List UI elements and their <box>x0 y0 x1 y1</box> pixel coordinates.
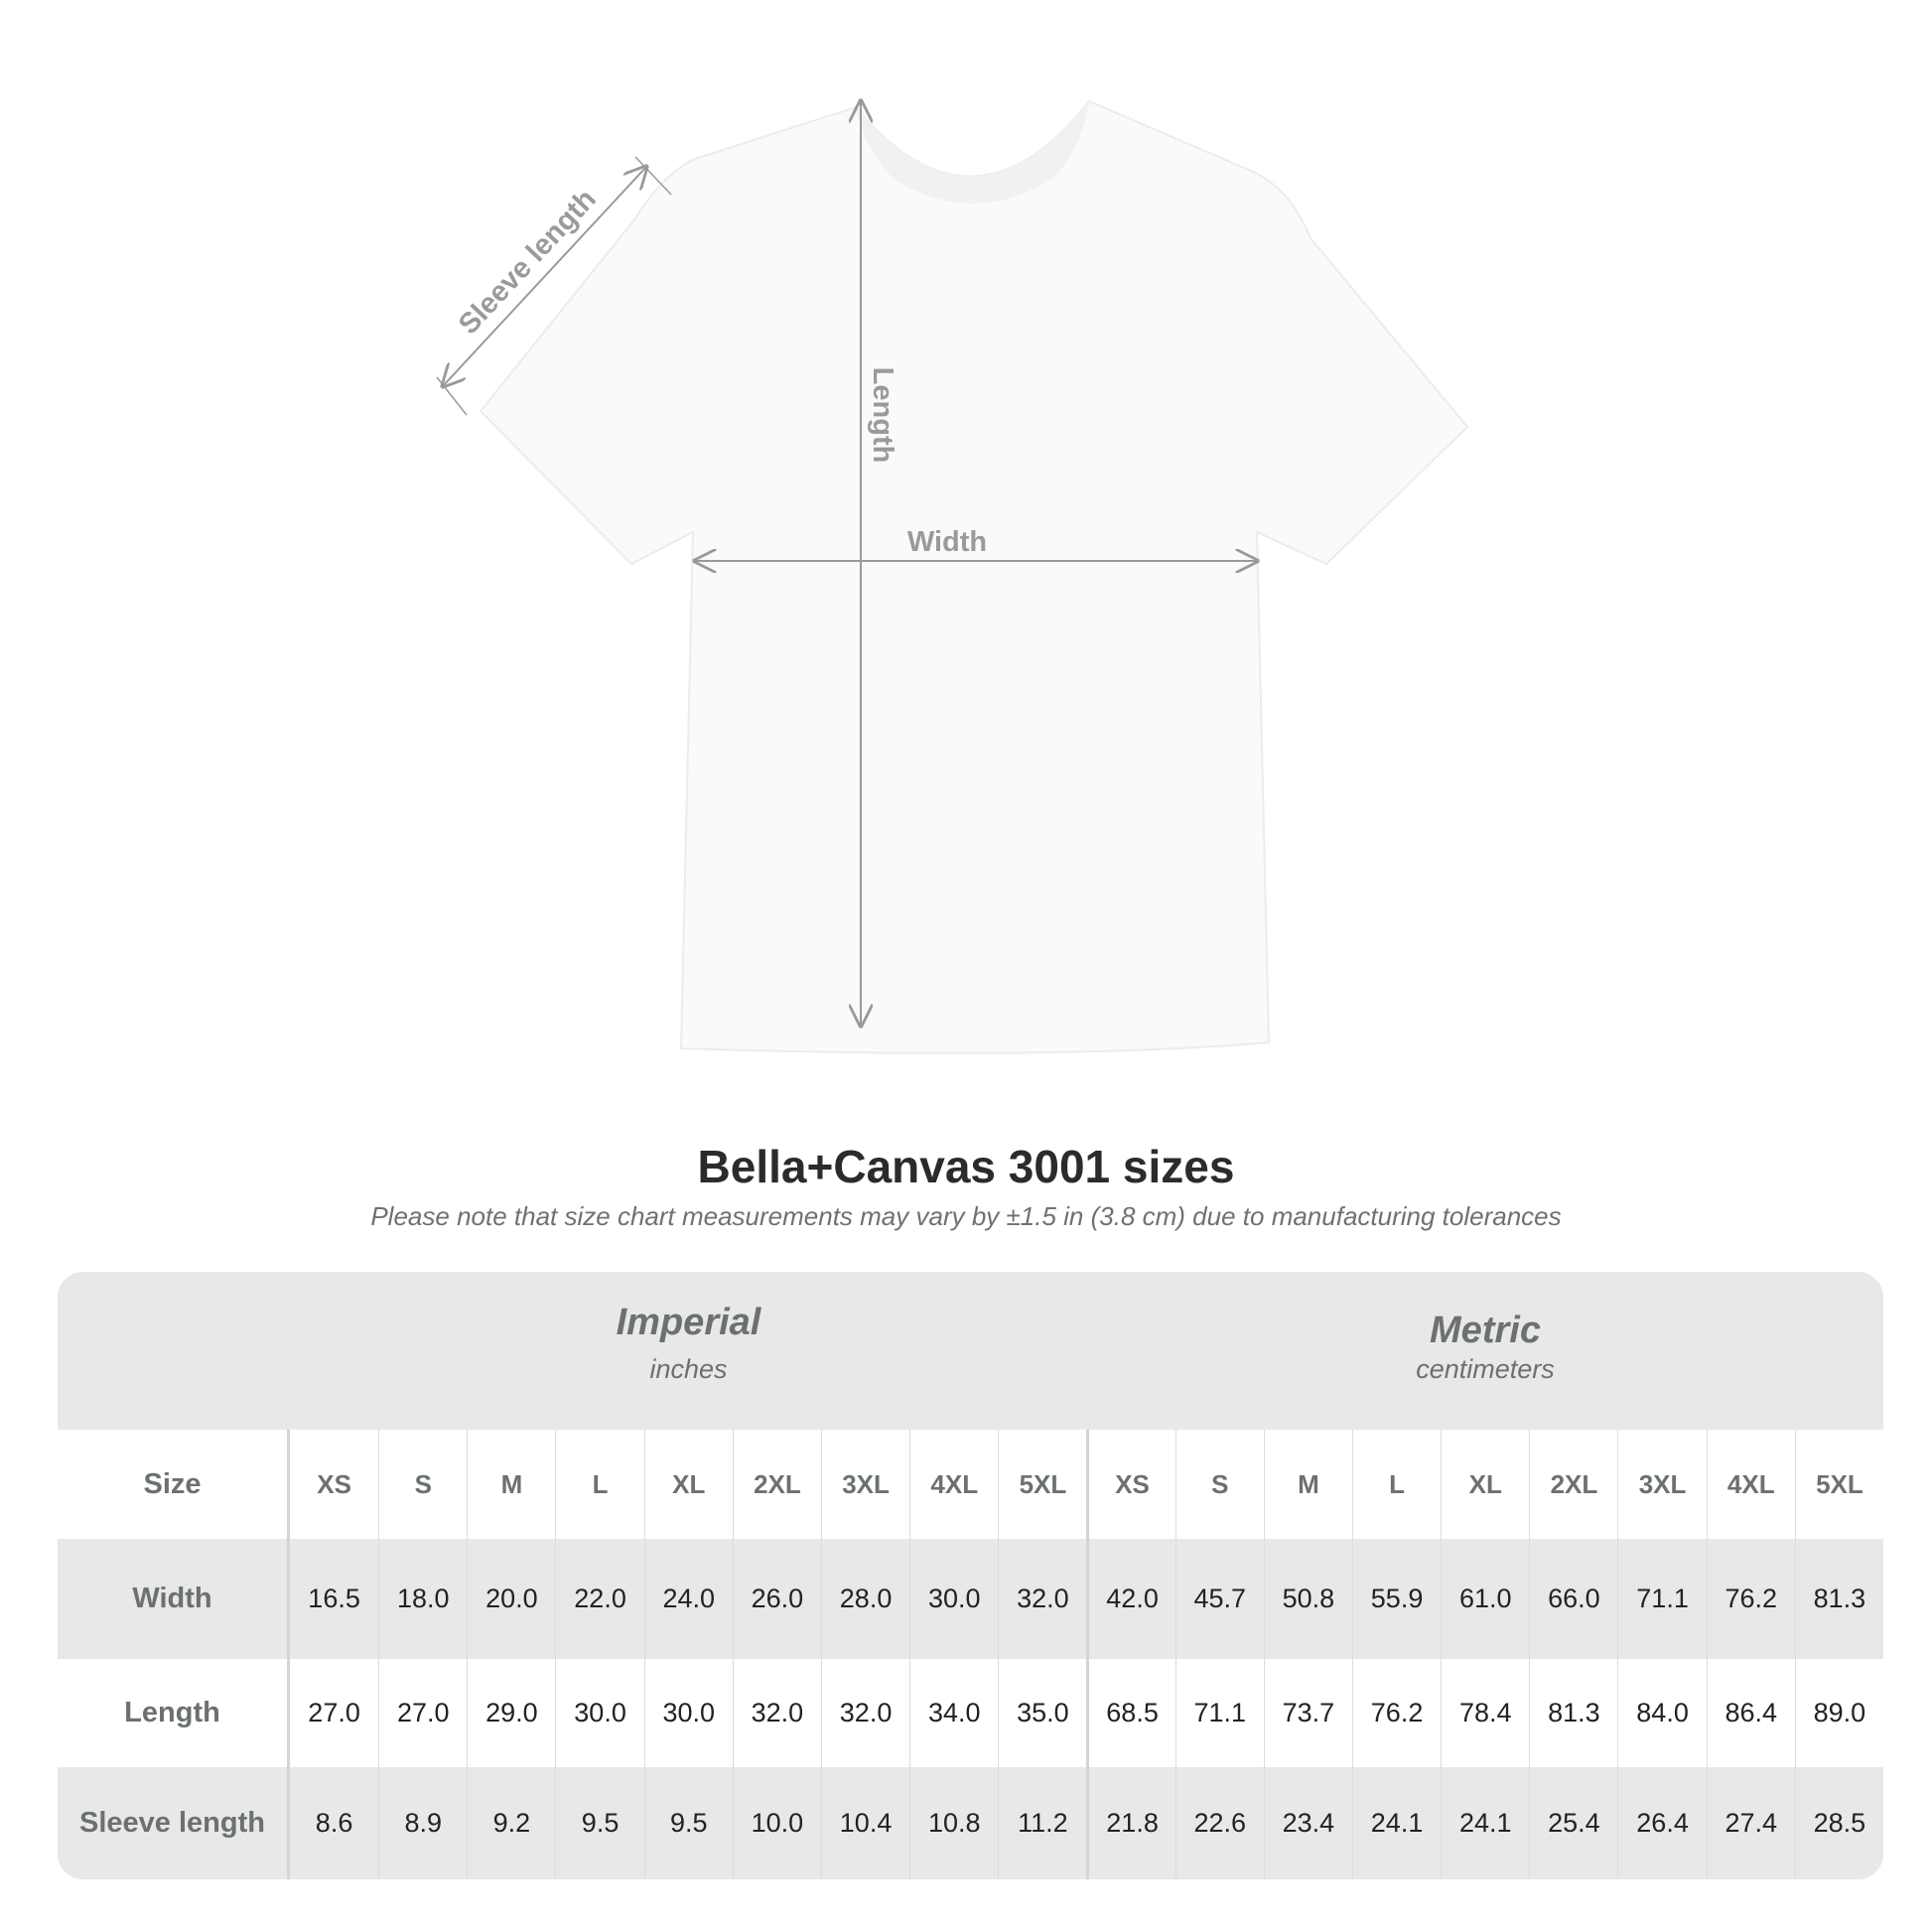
metric-size-header: 4XL <box>1706 1430 1795 1539</box>
imperial-value-cell: 24.0 <box>643 1539 733 1659</box>
metric-size-header: 3XL <box>1617 1430 1706 1539</box>
sleeve-arrow <box>443 167 646 386</box>
tshirt-shape <box>479 99 1469 1054</box>
imperial-value-cell: 27.0 <box>378 1659 467 1767</box>
imperial-header: Imperial inches <box>290 1302 1087 1385</box>
row-label: Length <box>58 1659 290 1767</box>
imperial-value-cell: 9.5 <box>643 1767 733 1879</box>
table-header-band: Imperial inches Metric centimeters <box>58 1272 1883 1430</box>
imperial-value-cell: 34.0 <box>909 1659 998 1767</box>
metric-value-cell: 42.0 <box>1086 1539 1174 1659</box>
row-label: Size <box>58 1430 290 1539</box>
imperial-value-cell: 32.0 <box>820 1659 909 1767</box>
imperial-size-header: 5XL <box>998 1430 1086 1539</box>
imperial-size-header: S <box>378 1430 467 1539</box>
width-label: Width <box>907 526 987 558</box>
metric-size-header: XL <box>1441 1430 1529 1539</box>
imperial-size-header: 4XL <box>909 1430 998 1539</box>
metric-value-cell: 76.2 <box>1351 1659 1441 1767</box>
collar <box>856 101 1089 204</box>
imperial-value-cell: 35.0 <box>998 1659 1086 1767</box>
imperial-value-cell: 10.0 <box>732 1767 821 1879</box>
imperial-value-cell: 8.9 <box>378 1767 467 1879</box>
imperial-value-cell: 10.4 <box>820 1767 909 1879</box>
imperial-value-cell: 32.0 <box>998 1539 1086 1659</box>
row-label: Sleeve length <box>58 1767 290 1879</box>
imperial-value-cell: 11.2 <box>998 1767 1086 1879</box>
metric-size-header: L <box>1351 1430 1441 1539</box>
sleeve-tick <box>436 376 468 416</box>
table-row: Length 27.0 27.0 29.0 30.0 30.0 32.0 32.0 34.0 35… <box>58 1659 1883 1767</box>
size-chart-table: Imperial inches Metric centimeters Size X… <box>58 1272 1883 1879</box>
length-label: Length <box>867 367 898 464</box>
sleeve-tick <box>634 156 672 196</box>
metric-value-cell: 71.1 <box>1174 1659 1264 1767</box>
metric-value-cell: 28.5 <box>1794 1767 1883 1879</box>
metric-value-cell: 27.4 <box>1706 1767 1795 1879</box>
page-title: Bella+Canvas 3001 sizes <box>697 1141 1235 1192</box>
imperial-value-cell: 20.0 <box>467 1539 555 1659</box>
metric-value-cell: 55.9 <box>1351 1539 1441 1659</box>
imperial-value-cell: 30.0 <box>643 1659 733 1767</box>
imperial-value-cell: 9.5 <box>555 1767 643 1879</box>
metric-value-cell: 84.0 <box>1617 1659 1706 1767</box>
imperial-value-cell: 27.0 <box>308 1698 360 1727</box>
tolerance-note: Please note that size chart measurements… <box>370 1201 1562 1231</box>
size-header-row: Size XS S M L XL 2XL 3XL 4XL 5XL XS S M L XL 2XL 3XL 4XL 5… <box>58 1430 1883 1539</box>
imperial-value-cell: 16.5 <box>308 1584 360 1613</box>
row-label: Width <box>58 1539 290 1659</box>
metric-value-cell: 24.1 <box>1351 1767 1441 1879</box>
metric-title: Metric <box>1430 1310 1541 1351</box>
metric-value-cell: 66.0 <box>1529 1539 1617 1659</box>
metric-unit: centimeters <box>1416 1354 1555 1384</box>
metric-header: Metric centimeters <box>1087 1310 1883 1385</box>
imperial-size-header: M <box>467 1430 555 1539</box>
imperial-value-cell: 9.2 <box>467 1767 555 1879</box>
metric-value-cell: 22.6 <box>1174 1767 1264 1879</box>
metric-value-cell: 76.2 <box>1706 1539 1795 1659</box>
metric-value-cell: 86.4 <box>1706 1659 1795 1767</box>
imperial-value-cell: 10.8 <box>909 1767 998 1879</box>
imperial-value-cell: 8.6 <box>315 1808 353 1838</box>
metric-size-header: 2XL <box>1529 1430 1617 1539</box>
metric-size-header: M <box>1263 1430 1352 1539</box>
imperial-value-cell: 22.0 <box>555 1539 643 1659</box>
imperial-size-header: 3XL <box>820 1430 909 1539</box>
metric-value-cell: 78.4 <box>1441 1659 1529 1767</box>
imperial-size-header: 2XL <box>732 1430 821 1539</box>
metric-value-cell: 81.3 <box>1794 1539 1883 1659</box>
imperial-title: Imperial <box>616 1302 761 1343</box>
table-row: Sleeve length 8.6 8.9 9.2 9.5 9.5 10.0 10.4 10.8… <box>58 1767 1883 1879</box>
metric-value-cell: 68.5 <box>1086 1659 1174 1767</box>
imperial-value-cell: 18.0 <box>378 1539 467 1659</box>
imperial-size-header: L <box>555 1430 643 1539</box>
metric-value-cell: 21.8 <box>1086 1767 1174 1879</box>
metric-value-cell: 45.7 <box>1174 1539 1264 1659</box>
metric-size-header: S <box>1174 1430 1264 1539</box>
metric-size-header: XS <box>1086 1430 1174 1539</box>
imperial-value-cell: 30.0 <box>555 1659 643 1767</box>
metric-value-cell: 81.3 <box>1529 1659 1617 1767</box>
tshirt-diagram: Width Length Sleeve length <box>436 0 1469 1054</box>
table-row: Width 16.5 18.0 20.0 22.0 24.0 26.0 28.0 30.0 32.… <box>58 1539 1883 1659</box>
metric-value-cell: 61.0 <box>1441 1539 1529 1659</box>
metric-value-cell: 26.4 <box>1617 1767 1706 1879</box>
metric-value-cell: 23.4 <box>1263 1767 1352 1879</box>
imperial-size-header: XS <box>317 1468 351 1499</box>
imperial-value-cell: 32.0 <box>732 1659 821 1767</box>
metric-value-cell: 73.7 <box>1263 1659 1352 1767</box>
imperial-size-header: XL <box>643 1430 733 1539</box>
imperial-value-cell: 29.0 <box>467 1659 555 1767</box>
imperial-value-cell: 26.0 <box>732 1539 821 1659</box>
metric-value-cell: 89.0 <box>1794 1659 1883 1767</box>
metric-value-cell: 50.8 <box>1263 1539 1352 1659</box>
imperial-unit: inches <box>649 1354 728 1384</box>
imperial-value-cell: 30.0 <box>909 1539 998 1659</box>
metric-value-cell: 24.1 <box>1441 1767 1529 1879</box>
metric-value-cell: 71.1 <box>1617 1539 1706 1659</box>
metric-size-header: 5XL <box>1794 1430 1883 1539</box>
imperial-value-cell: 28.0 <box>820 1539 909 1659</box>
metric-value-cell: 25.4 <box>1529 1767 1617 1879</box>
